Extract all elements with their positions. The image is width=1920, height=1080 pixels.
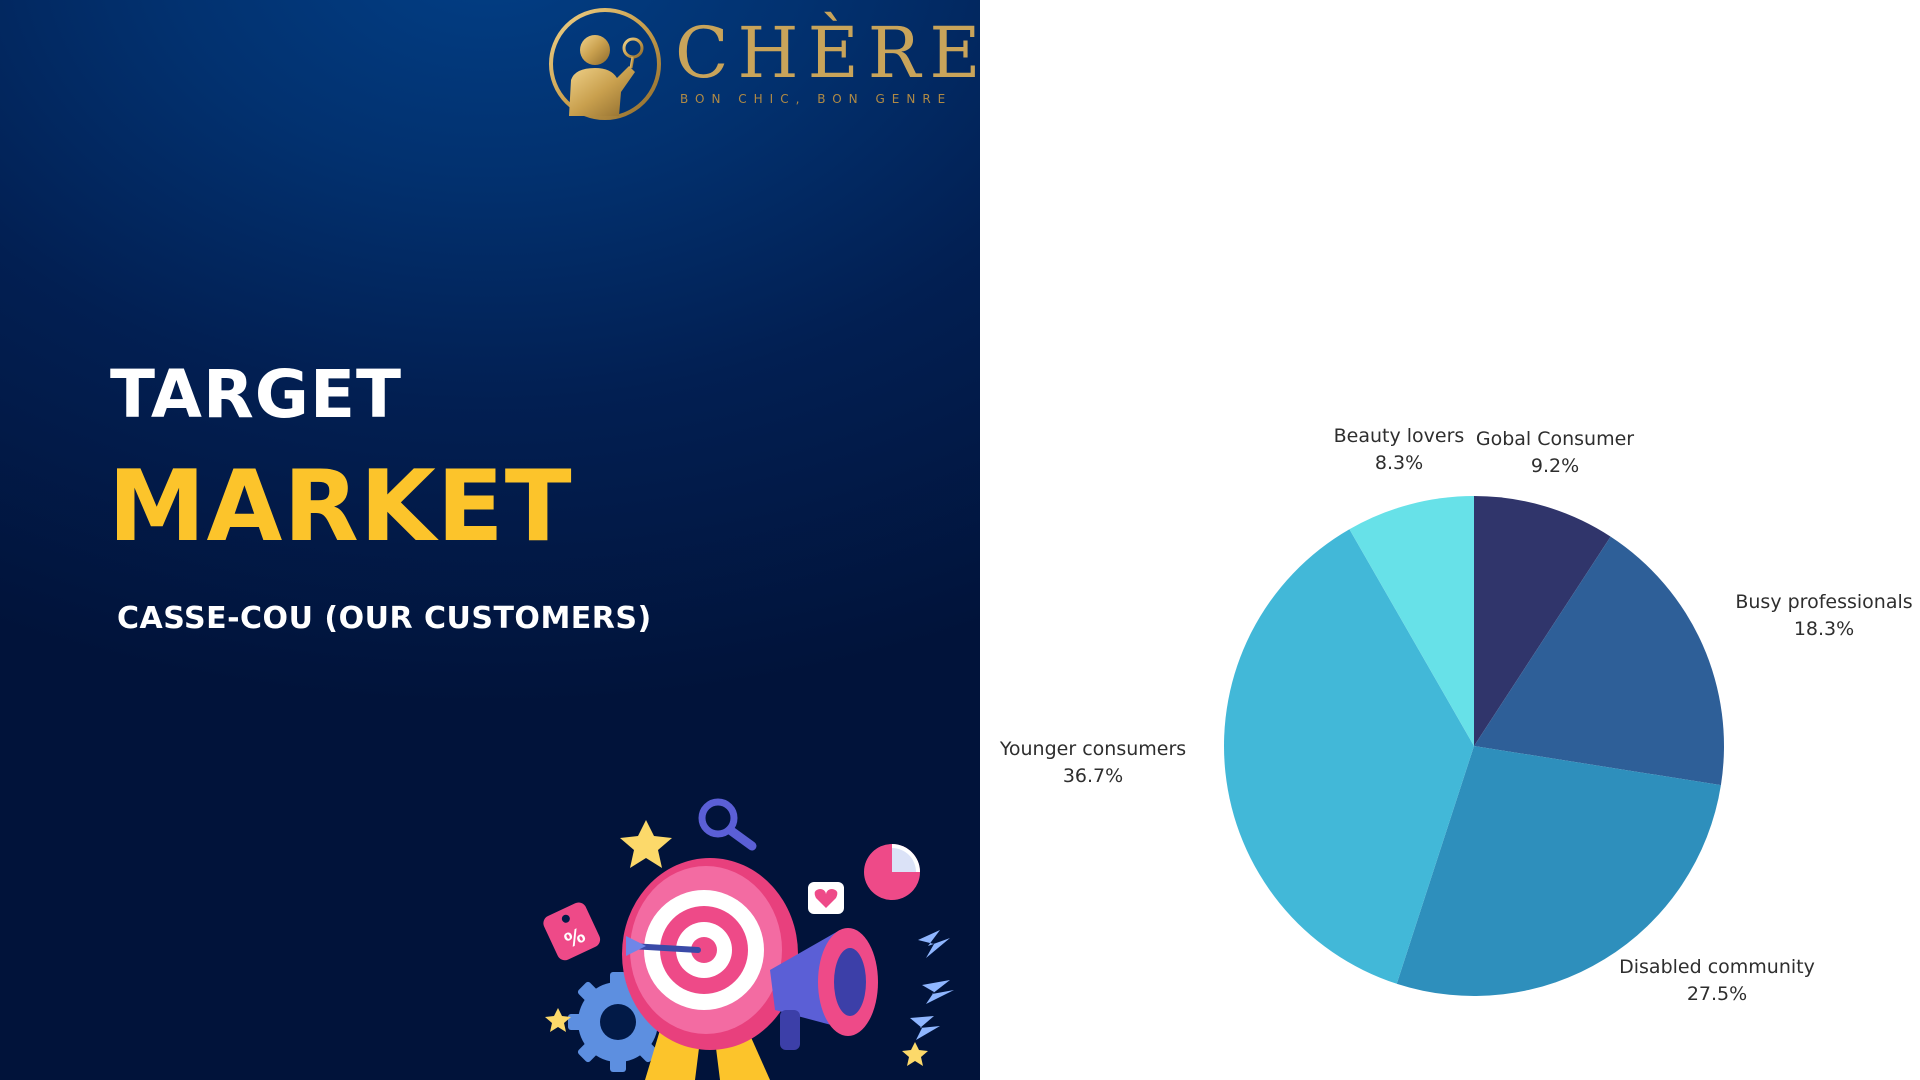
pie-label-value: 18.3% (1794, 618, 1854, 640)
right-panel: Gobal Consumer 9.2% Busy professionals 18.3… (980, 0, 1920, 1080)
pie-label-name: Busy professionals (1735, 591, 1912, 613)
heading-line-1: TARGET (110, 356, 403, 433)
brand-logo: CHÈRE BON CHIC, BON GENRE (545, 4, 980, 124)
lightning-icon (910, 930, 954, 1040)
logo-emblem-icon (549, 8, 661, 120)
pie-label-value: 27.5% (1687, 983, 1747, 1005)
pie-label-name: Beauty lovers (1334, 425, 1465, 447)
pie-label-value: 36.7% (1063, 765, 1123, 787)
pie-label-value: 9.2% (1531, 455, 1579, 477)
pie-slice-busy-professionals (1474, 536, 1724, 786)
dart-icon (626, 936, 701, 956)
brand-tagline: BON CHIC, BON GENRE (680, 92, 953, 106)
target-icon (622, 858, 798, 1050)
pie-chart-icon (864, 844, 920, 900)
megaphone-icon (770, 928, 878, 1050)
left-panel: CHÈRE BON CHIC, BON GENRE TARGET MARKET … (0, 0, 980, 1080)
star-icon (902, 1042, 928, 1066)
pie-label-name: Younger consumers (999, 738, 1186, 760)
star-icon (620, 820, 672, 868)
pie-slice-gobal-consumer (1474, 496, 1611, 746)
pie-label-name: Gobal Consumer (1476, 428, 1634, 450)
pie-slice-disabled-community (1396, 746, 1721, 996)
heart-icon (808, 882, 844, 914)
heading-subtitle: CASSE-COU (OUR CUSTOMERS) (117, 601, 652, 636)
magnifier-icon (698, 798, 757, 851)
pie-label-name: Disabled community (1619, 956, 1815, 978)
discount-tag-icon: % (543, 902, 601, 961)
pie-slice-younger-consumers (1224, 529, 1474, 984)
pie-chart: Gobal Consumer 9.2% Busy professionals 18.3… (999, 425, 1913, 1005)
marketing-target-illustration: % (543, 798, 954, 1080)
star-icon (545, 1008, 571, 1032)
pie-label-value: 8.3% (1375, 452, 1423, 474)
heading-line-2: MARKET (108, 450, 573, 564)
brand-name: CHÈRE (675, 12, 980, 94)
pie-slice-beauty-lovers (1349, 496, 1474, 746)
